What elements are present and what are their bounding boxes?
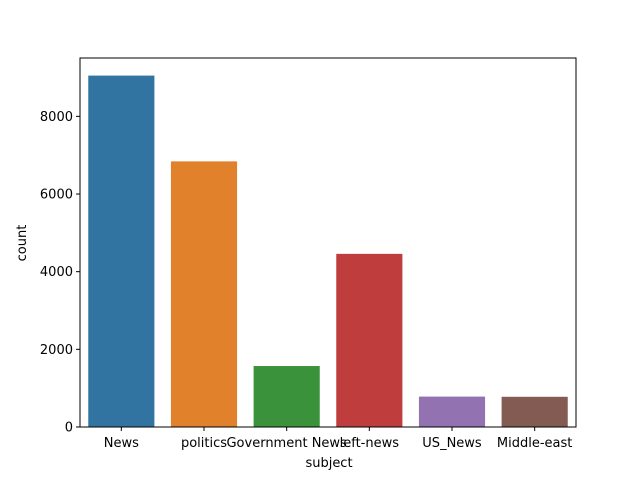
- bar-government-news: [253, 366, 320, 427]
- x-tick-label: Government News: [226, 436, 347, 451]
- y-tick-label: 4000: [40, 265, 73, 280]
- y-axis-label: count: [15, 225, 30, 262]
- bar-left-news: [336, 253, 403, 427]
- x-tick-label: left-news: [340, 436, 400, 451]
- y-tick-label: 8000: [40, 110, 73, 125]
- bar-news: [88, 75, 155, 428]
- x-tick-label: Middle-east: [497, 436, 572, 451]
- x-tick-label: US_News: [422, 436, 482, 451]
- bar-us-news: [418, 396, 486, 427]
- plot-frame: [79, 57, 577, 428]
- y-tick-label: 0: [65, 421, 73, 436]
- bars-layer: [88, 75, 568, 428]
- y-tick-label: 2000: [40, 343, 73, 358]
- x-axis-label: subject: [305, 456, 352, 471]
- bar-middle-east: [501, 396, 568, 427]
- axes-layer: 0 2000 4000 6000 8000 News politics Government …: [40, 57, 577, 451]
- bar-politics: [170, 161, 238, 427]
- x-tick-label: News: [104, 436, 139, 451]
- x-tick-label: politics: [181, 436, 227, 451]
- y-tick-label: 6000: [40, 188, 73, 203]
